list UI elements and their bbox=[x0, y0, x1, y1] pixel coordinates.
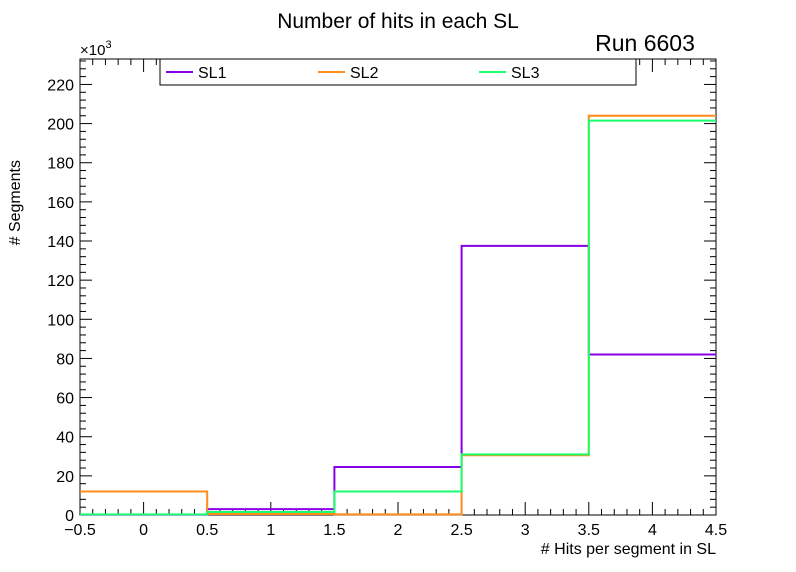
axis-ticks bbox=[79, 59, 717, 516]
y-multiplier-base: ×10 bbox=[80, 42, 105, 59]
x-tick-label: 4 bbox=[648, 522, 657, 539]
y-multiplier-exponent: 3 bbox=[105, 39, 111, 51]
run-annotation: Run 6603 bbox=[595, 30, 695, 56]
legend-box bbox=[159, 58, 637, 86]
y-tick-label: 40 bbox=[56, 430, 74, 447]
chart-title: Number of hits in each SL bbox=[277, 10, 519, 33]
y-tick-label: 140 bbox=[47, 234, 74, 251]
x-tick-label: 4.5 bbox=[705, 522, 727, 539]
series-sl3-line bbox=[80, 119, 716, 516]
x-axis-label: # Hits per segment in SL bbox=[541, 541, 716, 558]
series-sl1-line bbox=[80, 244, 716, 516]
plot-frame bbox=[79, 58, 717, 516]
legend: SL1 SL2 SL3 bbox=[159, 58, 637, 86]
x-tick-labels: −0.5 0 0.5 1 1.5 2 2.5 3 3.5 4 4.5 bbox=[64, 522, 727, 539]
series-lines bbox=[80, 114, 716, 516]
x-tick-label: 3.5 bbox=[578, 522, 600, 539]
x-tick-label: 1.5 bbox=[323, 522, 345, 539]
y-tick-label: 60 bbox=[56, 391, 74, 408]
y-tick-label: 200 bbox=[47, 117, 74, 134]
legend-label-sl2: SL2 bbox=[350, 65, 379, 82]
y-multiplier: ×103 bbox=[80, 39, 112, 59]
y-tick-label: 160 bbox=[47, 195, 74, 212]
x-tick-label: 2 bbox=[394, 522, 403, 539]
y-tick-label: 220 bbox=[47, 77, 74, 94]
x-tick-label: 0 bbox=[139, 522, 148, 539]
y-tick-label: 0 bbox=[65, 508, 74, 525]
legend-label-sl3: SL3 bbox=[511, 65, 540, 82]
y-axis-label: # Segments bbox=[7, 160, 24, 245]
y-tick-label: 100 bbox=[47, 312, 74, 329]
x-tick-label: 2.5 bbox=[450, 522, 472, 539]
x-tick-label: 3 bbox=[521, 522, 530, 539]
y-tick-label: 180 bbox=[47, 156, 74, 173]
x-tick-label: 1 bbox=[266, 522, 275, 539]
y-tick-label: 120 bbox=[47, 273, 74, 290]
x-tick-label: 0.5 bbox=[196, 522, 218, 539]
series-sl2-line bbox=[80, 114, 716, 516]
legend-label-sl1: SL1 bbox=[198, 65, 227, 82]
y-tick-label: 20 bbox=[56, 469, 74, 486]
y-tick-labels: 0 20 40 60 80 100 120 140 160 180 200 220 bbox=[47, 77, 74, 525]
x-tick-label: −0.5 bbox=[64, 522, 96, 539]
plot-area bbox=[79, 58, 717, 516]
y-tick-label: 80 bbox=[56, 351, 74, 368]
